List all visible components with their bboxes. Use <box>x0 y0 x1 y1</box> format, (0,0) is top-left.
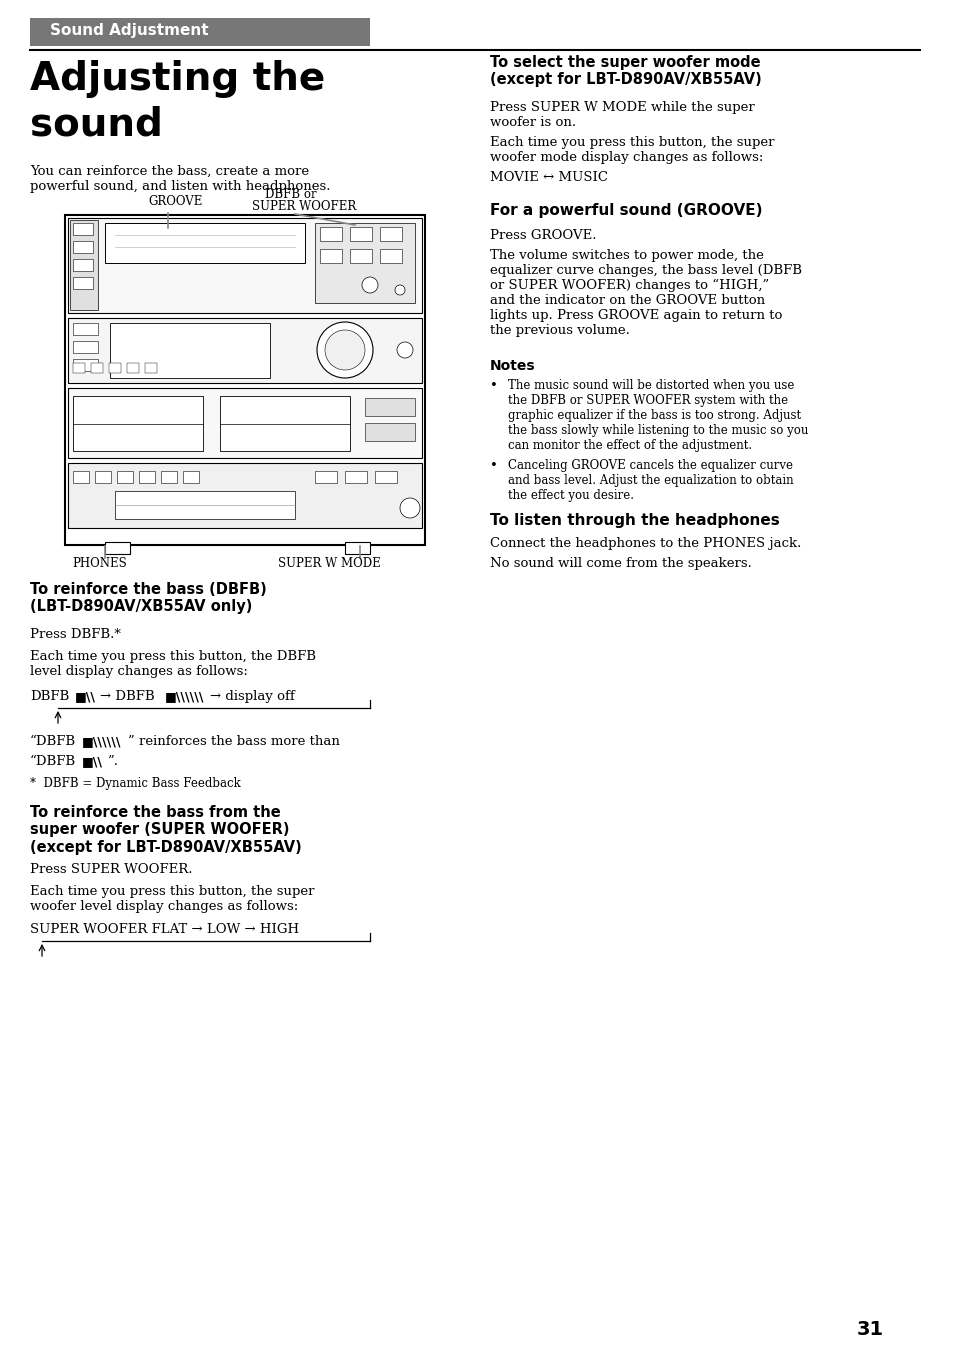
Bar <box>68 218 421 313</box>
Circle shape <box>399 499 419 518</box>
Text: No sound will come from the speakers.: No sound will come from the speakers. <box>490 557 751 570</box>
Text: ■\\: ■\\ <box>82 755 103 768</box>
Text: ■\\: ■\\ <box>75 690 96 703</box>
Bar <box>73 259 92 271</box>
Text: *  DBFB = Dynamic Bass Feedback: * DBFB = Dynamic Bass Feedback <box>30 776 240 790</box>
Bar <box>379 228 401 241</box>
Bar <box>73 224 92 234</box>
Text: SUPER WOOFER FLAT → LOW → HIGH: SUPER WOOFER FLAT → LOW → HIGH <box>30 923 299 936</box>
Bar <box>73 322 98 335</box>
Text: To reinforce the bass (DBFB)
(LBT-D890AV/XB55AV only): To reinforce the bass (DBFB) (LBT-D890AV… <box>30 583 267 614</box>
Text: Canceling GROOVE cancels the equalizer curve
and bass level. Adjust the equaliza: Canceling GROOVE cancels the equalizer c… <box>507 459 793 501</box>
Bar <box>379 249 401 263</box>
Text: Adjusting the: Adjusting the <box>30 60 325 98</box>
Text: GROOVE: GROOVE <box>148 195 202 209</box>
Bar <box>65 215 424 545</box>
Bar <box>73 396 203 451</box>
Bar <box>365 398 415 416</box>
Text: SUPER W MODE: SUPER W MODE <box>277 557 380 570</box>
Text: You can reinforce the bass, create a more
powerful sound, and listen with headph: You can reinforce the bass, create a mor… <box>30 165 330 192</box>
Text: MOVIE ↔ MUSIC: MOVIE ↔ MUSIC <box>490 171 607 184</box>
Bar <box>365 423 415 440</box>
Circle shape <box>395 285 405 295</box>
Bar <box>30 18 370 46</box>
Text: PHONES: PHONES <box>71 557 127 570</box>
Bar <box>319 228 341 241</box>
Bar <box>68 463 421 528</box>
Text: ”.: ”. <box>107 755 118 768</box>
Text: DBFB or: DBFB or <box>265 188 316 201</box>
Bar <box>73 472 89 482</box>
Text: “DBFB: “DBFB <box>30 734 76 748</box>
Text: •: • <box>490 379 497 392</box>
Text: Press SUPER W MODE while the super
woofer is on.: Press SUPER W MODE while the super woofe… <box>490 102 754 129</box>
Bar <box>375 472 396 482</box>
Text: “DBFB: “DBFB <box>30 755 76 768</box>
Text: Connect the headphones to the PHONES jack.: Connect the headphones to the PHONES jac… <box>490 537 801 550</box>
Bar <box>345 542 370 554</box>
Bar <box>110 322 270 378</box>
Text: •: • <box>490 459 497 472</box>
Text: → DBFB: → DBFB <box>100 690 154 703</box>
Text: To select the super woofer mode
(except for LBT-D890AV/XB55AV): To select the super woofer mode (except … <box>490 56 760 88</box>
Text: 31: 31 <box>856 1320 882 1339</box>
Text: ■\\\\\\: ■\\\\\\ <box>82 734 121 748</box>
Bar <box>105 542 130 554</box>
Bar <box>73 363 85 373</box>
Bar <box>73 276 92 289</box>
Text: The volume switches to power mode, the
equalizer curve changes, the bass level (: The volume switches to power mode, the e… <box>490 249 801 337</box>
Text: SUPER WOOFER: SUPER WOOFER <box>252 201 355 213</box>
Bar <box>314 224 415 304</box>
Circle shape <box>325 331 365 370</box>
Bar <box>73 359 98 371</box>
Bar <box>95 472 111 482</box>
Bar <box>73 341 98 354</box>
Bar <box>319 249 341 263</box>
Bar <box>73 241 92 253</box>
Text: The music sound will be distorted when you use
the DBFB or SUPER WOOFER system w: The music sound will be distorted when y… <box>507 379 807 453</box>
Bar <box>220 396 350 451</box>
Bar <box>161 472 177 482</box>
Circle shape <box>361 276 377 293</box>
Text: → display off: → display off <box>210 690 294 703</box>
Bar <box>117 472 132 482</box>
Text: Notes: Notes <box>490 359 535 373</box>
Bar <box>139 472 154 482</box>
Text: ” reinforces the bass more than: ” reinforces the bass more than <box>128 734 339 748</box>
Text: ■\\\\\\: ■\\\\\\ <box>165 690 204 703</box>
Text: For a powerful sound (GROOVE): For a powerful sound (GROOVE) <box>490 203 761 218</box>
Bar <box>350 249 372 263</box>
Text: To listen through the headphones: To listen through the headphones <box>490 514 779 528</box>
Text: Sound Adjustment: Sound Adjustment <box>50 23 209 38</box>
Bar <box>105 224 305 263</box>
Text: Press SUPER WOOFER.: Press SUPER WOOFER. <box>30 863 193 875</box>
Bar <box>109 363 121 373</box>
Text: To reinforce the bass from the
super woofer (SUPER WOOFER)
(except for LBT-D890A: To reinforce the bass from the super woo… <box>30 805 301 855</box>
Text: Press GROOVE.: Press GROOVE. <box>490 229 596 243</box>
Bar <box>127 363 139 373</box>
Bar <box>145 363 157 373</box>
Text: Each time you press this button, the super
woofer level display changes as follo: Each time you press this button, the sup… <box>30 885 314 913</box>
Bar <box>115 491 294 519</box>
Bar <box>183 472 199 482</box>
Bar <box>350 228 372 241</box>
Text: Each time you press this button, the super
woofer mode display changes as follow: Each time you press this button, the sup… <box>490 136 774 164</box>
Bar <box>68 318 421 383</box>
Text: Press DBFB.*: Press DBFB.* <box>30 627 121 641</box>
Text: sound: sound <box>30 104 163 144</box>
Circle shape <box>396 341 413 358</box>
Bar <box>314 472 336 482</box>
Text: DBFB: DBFB <box>30 690 70 703</box>
Text: Each time you press this button, the DBFB
level display changes as follows:: Each time you press this button, the DBF… <box>30 650 315 678</box>
Bar <box>68 388 421 458</box>
Circle shape <box>316 322 373 378</box>
Bar <box>345 472 367 482</box>
Bar <box>91 363 103 373</box>
Bar <box>70 220 98 310</box>
